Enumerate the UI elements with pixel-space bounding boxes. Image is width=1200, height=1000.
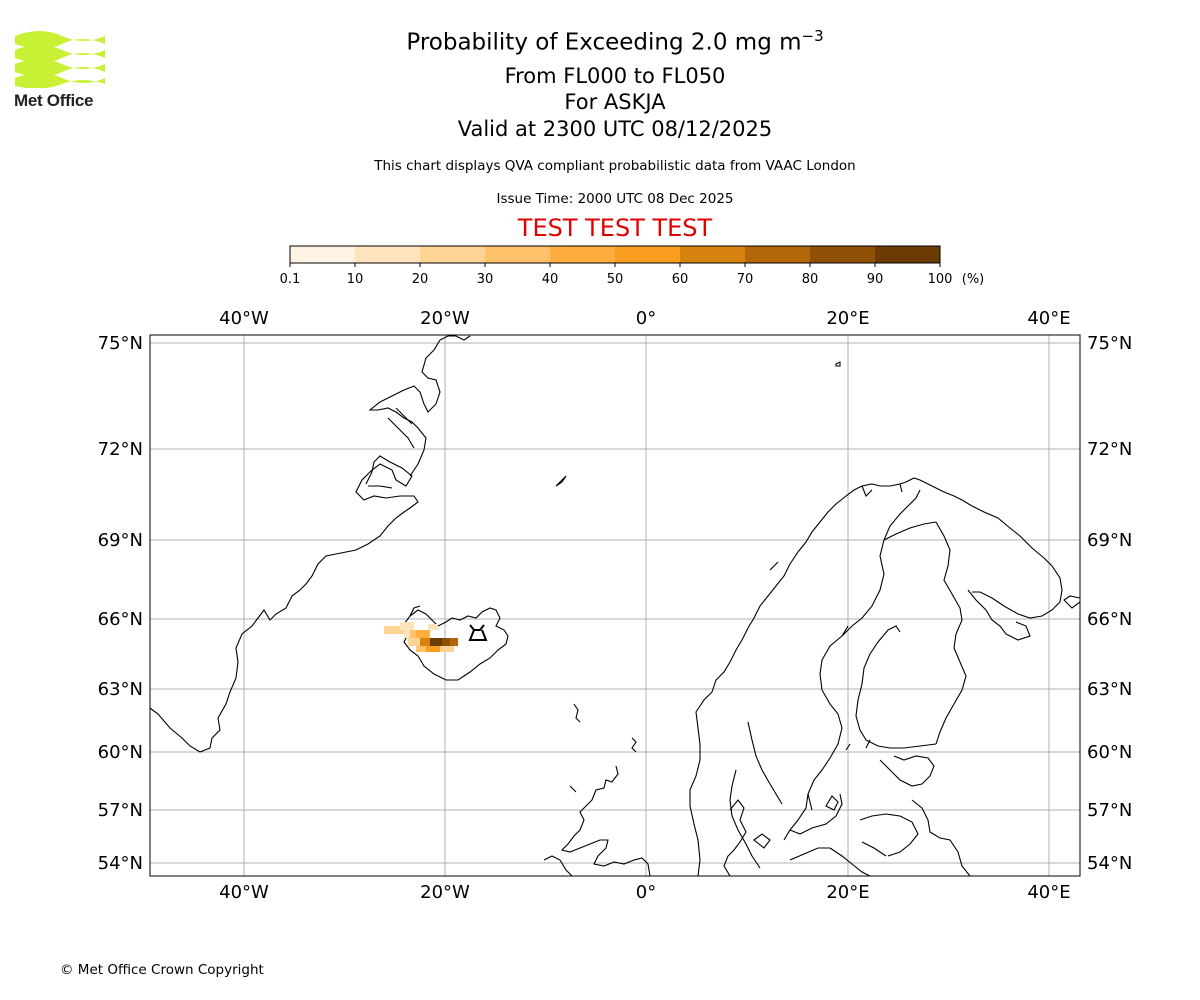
colorbar-cell (290, 246, 356, 263)
volcano-name: For ASKJA (564, 90, 666, 114)
colorbar-cell (680, 246, 746, 263)
lon-label-top: 20°W (420, 308, 470, 329)
lat-label-right: 66°N (1087, 609, 1132, 630)
lat-label-right: 63°N (1087, 679, 1132, 700)
lat-label-right: 54°N (1087, 853, 1132, 874)
colorbar-tick-label: 20 (412, 272, 429, 287)
lat-label-right: 69°N (1087, 530, 1132, 551)
colorbar-tick-label: 90 (867, 272, 884, 287)
colorbar-cell (485, 246, 551, 263)
lat-label-right: 57°N (1087, 800, 1132, 821)
colorbar-tick-label: 10 (347, 272, 364, 287)
lat-label-left: 72°N (98, 439, 143, 460)
colorbar-tick-label: 0.1 (280, 272, 301, 287)
chart-title: Probability of Exceeding 2.0 mg m−3 (0, 27, 1200, 56)
lat-label-right: 72°N (1087, 439, 1132, 460)
colorbar-tick-label: 70 (737, 272, 754, 287)
map-panel: 40°W 20°W 0° 20°E 40°E 40°W 20°W 0° 20°E… (98, 308, 1133, 900)
chart-description: This chart displays QVA compliant probab… (374, 158, 856, 174)
colorbar-tick-label: 100 (928, 272, 953, 287)
lat-label-left: 57°N (98, 800, 143, 821)
lat-label-left: 75°N (98, 333, 143, 354)
colorbar-tick-label: 30 (477, 272, 494, 287)
ash-probability-plume (384, 622, 458, 652)
lat-label-left: 54°N (98, 853, 143, 874)
lat-label-left: 66°N (98, 609, 143, 630)
met-office-logo-icon (15, 31, 105, 88)
lon-label-bottom: 0° (636, 882, 656, 900)
colorbar-cell (420, 246, 486, 263)
chart-title-main: Probability of Exceeding 2.0 mg m (406, 29, 802, 56)
lat-label-right: 75°N (1087, 333, 1132, 354)
level-range: From FL000 to FL050 (504, 64, 726, 88)
colorbar-tick-label: 40 (542, 272, 559, 287)
lat-label-right: 60°N (1087, 742, 1132, 763)
lon-label-bottom: 40°W (219, 882, 269, 900)
colorbar-tick-label: 60 (672, 272, 689, 287)
lon-label-top: 20°E (826, 308, 869, 329)
colorbar-cell (615, 246, 681, 263)
colorbar: 0.1 10 20 30 40 50 60 70 80 90 100 (%) (280, 245, 985, 287)
colorbar-cell (550, 246, 616, 263)
colorbar-cell (745, 246, 811, 263)
graticule (150, 335, 1080, 876)
lon-label-top: 40°W (219, 308, 269, 329)
valid-time: Valid at 2300 UTC 08/12/2025 (457, 117, 773, 141)
volcano-icon (468, 624, 488, 641)
colorbar-unit: (%) (962, 272, 985, 287)
coastlines (150, 335, 1080, 876)
colorbar-cell (810, 246, 876, 263)
copyright-notice: © Met Office Crown Copyright (60, 962, 264, 978)
colorbar-cell (355, 246, 421, 263)
lon-label-bottom: 20°W (420, 882, 470, 900)
lon-label-bottom: 40°E (1027, 882, 1070, 900)
issue-time: Issue Time: 2000 UTC 08 Dec 2025 (496, 191, 734, 207)
lon-label-bottom: 20°E (826, 882, 869, 900)
colorbar-cell (875, 246, 941, 263)
lat-label-left: 63°N (98, 679, 143, 700)
test-banner: TEST TEST TEST (517, 214, 713, 242)
chart-title-superscript: −3 (801, 27, 824, 45)
colorbar-tick-label: 50 (607, 272, 624, 287)
logo-brand-name: Met Office (14, 91, 94, 110)
lat-label-left: 60°N (98, 742, 143, 763)
lon-label-top: 40°E (1027, 308, 1070, 329)
colorbar-tick-label: 80 (802, 272, 819, 287)
lat-label-left: 69°N (98, 530, 143, 551)
lon-label-top: 0° (636, 308, 656, 329)
